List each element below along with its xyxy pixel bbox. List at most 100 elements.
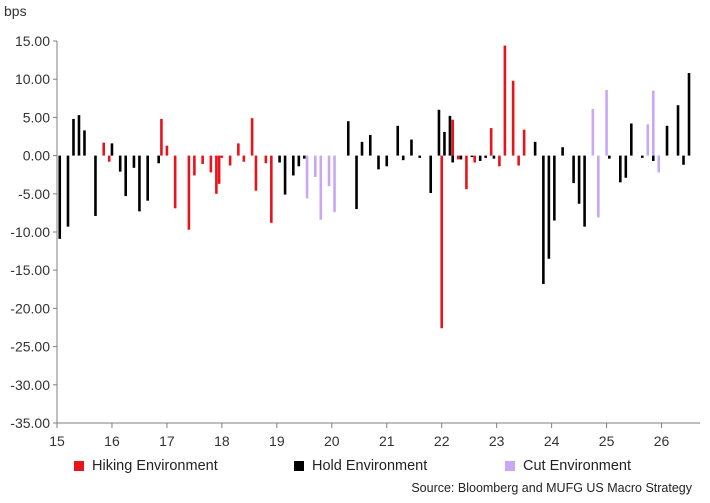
bar-cut xyxy=(314,155,317,177)
legend-swatch-hold xyxy=(294,461,304,471)
bar-hike xyxy=(465,155,468,190)
bar-hold xyxy=(418,155,422,158)
y-tick-label: 15.00 xyxy=(15,33,50,49)
y-tick-label: 0.00 xyxy=(23,148,50,164)
bar-hold xyxy=(448,115,452,156)
bar-hold xyxy=(640,155,644,158)
bar-hike xyxy=(215,155,218,194)
y-axis-unit-label: bps xyxy=(4,3,27,19)
legend-swatch-hike xyxy=(74,461,84,471)
bar-hike xyxy=(173,155,177,209)
x-tick-label: 26 xyxy=(654,433,670,449)
bar-hike xyxy=(511,80,515,156)
x-tick-label: 23 xyxy=(489,433,505,449)
bar-hold xyxy=(66,155,70,227)
bar-hike xyxy=(220,155,224,158)
bar-hike xyxy=(201,155,204,164)
bar-cut xyxy=(327,155,331,187)
bar-hike xyxy=(237,143,240,156)
bar-hold xyxy=(583,155,586,227)
bar-hike xyxy=(242,155,246,162)
bar-hike xyxy=(228,155,232,166)
bar-hold xyxy=(665,125,669,156)
legend-label-hold: Hold Environment xyxy=(312,458,428,474)
bar-hold xyxy=(355,155,358,210)
bar-cut xyxy=(646,124,650,156)
y-tick-label: -5.00 xyxy=(18,186,50,202)
x-tick-label: 19 xyxy=(269,433,285,449)
bar-hike xyxy=(107,155,111,162)
bar-hike xyxy=(270,155,273,223)
y-tick-label: 10.00 xyxy=(15,71,50,87)
legend-item-hike: Hiking Environment xyxy=(74,458,218,474)
bar-cut xyxy=(305,155,309,199)
bar-cut xyxy=(657,155,661,173)
bar-hold xyxy=(577,155,581,204)
bar-hold xyxy=(72,118,75,156)
bar-hike xyxy=(187,155,191,230)
bar-hike xyxy=(451,119,454,156)
bar-hold xyxy=(401,155,405,161)
bar-hike xyxy=(456,155,460,160)
y-tick-label: -25.00 xyxy=(10,339,50,355)
bar-hold xyxy=(624,155,628,178)
bar-hold xyxy=(83,130,86,156)
bar-hold xyxy=(368,134,372,156)
bar-hold xyxy=(443,131,446,156)
y-tick-label: -15.00 xyxy=(10,262,50,278)
bar-hold xyxy=(118,155,122,172)
bars xyxy=(58,45,691,329)
bar-hike xyxy=(522,129,526,156)
source-note: Source: Bloomberg and MUFG US Macro Stra… xyxy=(411,481,692,495)
bar-hold xyxy=(157,155,160,164)
legend-label-hike: Hiking Environment xyxy=(92,458,218,474)
bar-hold xyxy=(346,121,350,156)
bar-cut xyxy=(591,109,595,156)
bar-hold xyxy=(385,155,389,167)
bar-hold xyxy=(572,155,575,184)
bar-hold xyxy=(533,141,537,156)
bar-hike xyxy=(193,155,196,176)
x-tick-label: 17 xyxy=(159,433,175,449)
bar-hold xyxy=(132,155,136,168)
x-tick-label: 22 xyxy=(434,433,450,449)
x-tick-label: 20 xyxy=(324,433,340,449)
y-axis: 15.00 10.00 5.00 0.00 -5.00 -10.00 -15.00 -20.0… xyxy=(10,33,58,431)
bar-hold xyxy=(492,155,496,159)
bar-hold xyxy=(58,155,62,239)
legend-item-hold: Hold Environment xyxy=(294,458,427,474)
bar-hold xyxy=(138,155,141,212)
bar-hike xyxy=(102,142,106,156)
bar-hold xyxy=(459,155,463,160)
legend: Hiking Environment Hold Environment Cut … xyxy=(0,458,710,480)
bar-hike xyxy=(209,155,213,173)
bar-hike xyxy=(217,155,221,184)
bar-hold xyxy=(651,155,655,161)
bar-hold xyxy=(682,155,685,165)
bar-hold xyxy=(553,155,556,221)
y-tick-label: -30.00 xyxy=(10,377,50,393)
bar-hold xyxy=(278,155,281,163)
bar-hold xyxy=(437,109,441,156)
bar-hike xyxy=(264,155,268,164)
bar-hold xyxy=(292,155,295,176)
x-tick-label: 21 xyxy=(379,433,395,449)
bar-hold xyxy=(283,155,287,195)
bar-hold xyxy=(110,143,114,156)
x-tick-label: 25 xyxy=(599,433,615,449)
legend-label-cut: Cut Environment xyxy=(523,458,631,474)
bar-hike xyxy=(517,155,520,166)
bar-hold xyxy=(396,125,400,156)
bar-hold xyxy=(410,139,413,156)
bar-hold xyxy=(377,155,380,170)
bar-hike xyxy=(440,155,443,329)
bar-hold xyxy=(630,123,633,156)
bar-hold xyxy=(429,155,433,194)
bar-hold xyxy=(478,155,482,161)
legend-item-cut: Cut Environment xyxy=(505,458,631,474)
bar-hike xyxy=(250,118,254,156)
y-tick-label: -35.00 xyxy=(10,415,50,431)
x-tick-label: 24 xyxy=(544,433,560,449)
x-tick-label: 18 xyxy=(214,433,230,449)
